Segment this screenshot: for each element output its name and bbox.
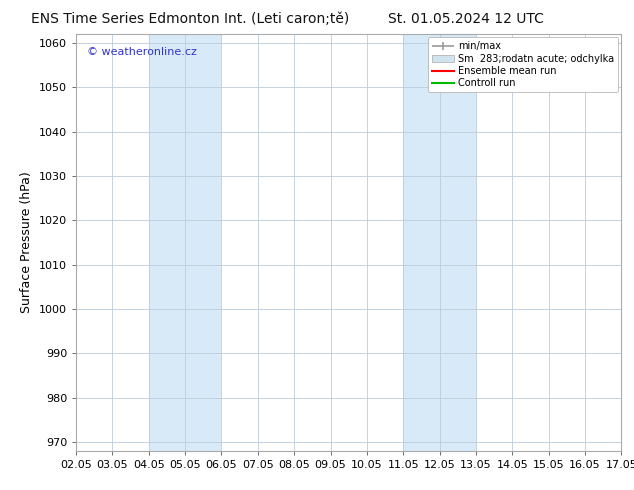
Y-axis label: Surface Pressure (hPa): Surface Pressure (hPa) [20,172,34,314]
Bar [149,34,221,451]
Text: © weatheronline.cz: © weatheronline.cz [87,47,197,57]
Text: ENS Time Series Edmonton Int. (Leti caron;tě): ENS Time Series Edmonton Int. (Leti caro… [31,12,349,26]
Text: St. 01.05.2024 12 UTC: St. 01.05.2024 12 UTC [388,12,544,26]
Legend: min/max, Sm  283;rodatn acute; odchylka, Ensemble mean run, Controll run: min/max, Sm 283;rodatn acute; odchylka, … [428,37,618,92]
Bar [403,34,476,451]
